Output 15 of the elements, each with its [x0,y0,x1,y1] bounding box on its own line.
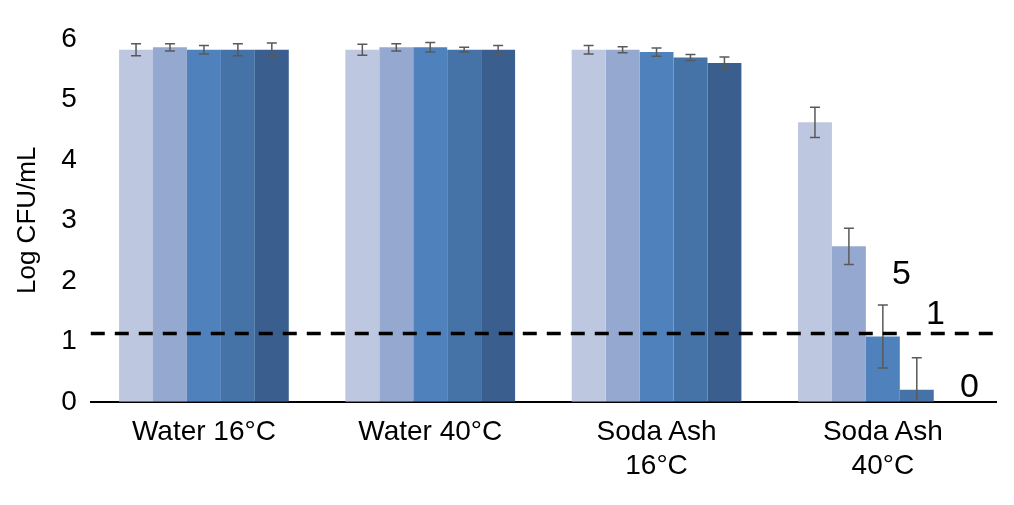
x-tick-label: Water 40°C [358,415,503,447]
y-tick-label: 3 [61,203,77,235]
y-axis-title: Log CFU/mL [10,146,41,294]
x-tick-label: Soda Ash 16°C [596,415,717,480]
y-tick-label: 4 [61,142,77,174]
y-tick-label: 6 [61,21,77,53]
y-tick-label: 2 [61,263,77,295]
y-tick-label: 0 [61,384,77,416]
annotation: 1 [926,293,945,332]
annotation: 5 [892,253,911,292]
x-tick-label: Water 16°C [131,415,276,447]
y-tick-label: 1 [61,324,77,356]
x-tick-label: Soda Ash 40°C [822,415,943,480]
y-tick-label: 5 [61,82,77,114]
annotation: 0 [959,365,979,404]
